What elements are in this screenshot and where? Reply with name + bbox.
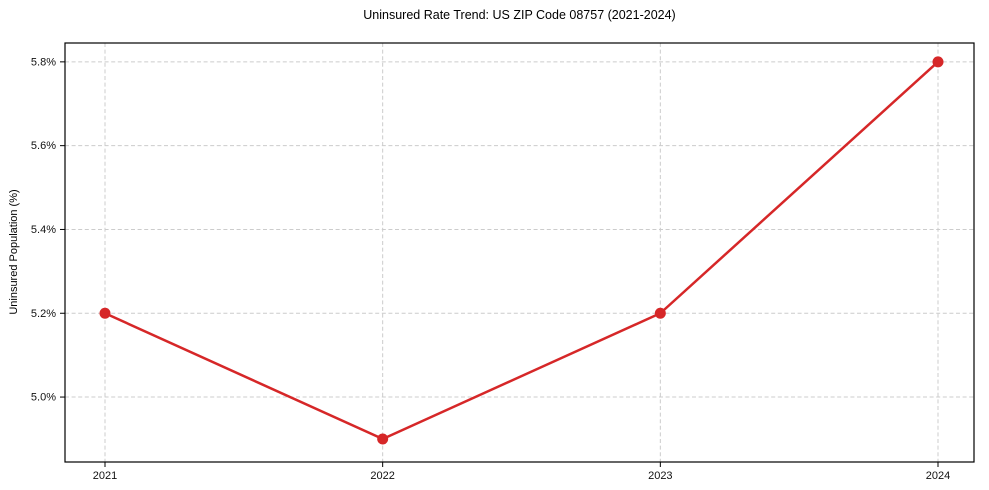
data-point: [377, 433, 389, 445]
y-tick-label: 5.6%: [31, 140, 56, 152]
data-point: [99, 307, 111, 319]
y-tick-label: 5.2%: [31, 308, 56, 320]
x-tick-label: 2024: [926, 470, 950, 482]
chart-title: Uninsured Rate Trend: US ZIP Code 08757 …: [363, 8, 676, 22]
x-tick-label: 2023: [648, 470, 672, 482]
plot-border: [64, 42, 975, 463]
y-tick-label: 5.0%: [31, 392, 56, 404]
data-point: [932, 56, 944, 68]
y-tick-label: 5.4%: [31, 224, 56, 236]
x-tick-label: 2022: [370, 470, 394, 482]
trend-line: [103, 60, 940, 441]
x-tick-label: 2021: [93, 470, 117, 482]
data-point: [654, 307, 666, 319]
y-tick-label: 5.8%: [31, 56, 56, 68]
